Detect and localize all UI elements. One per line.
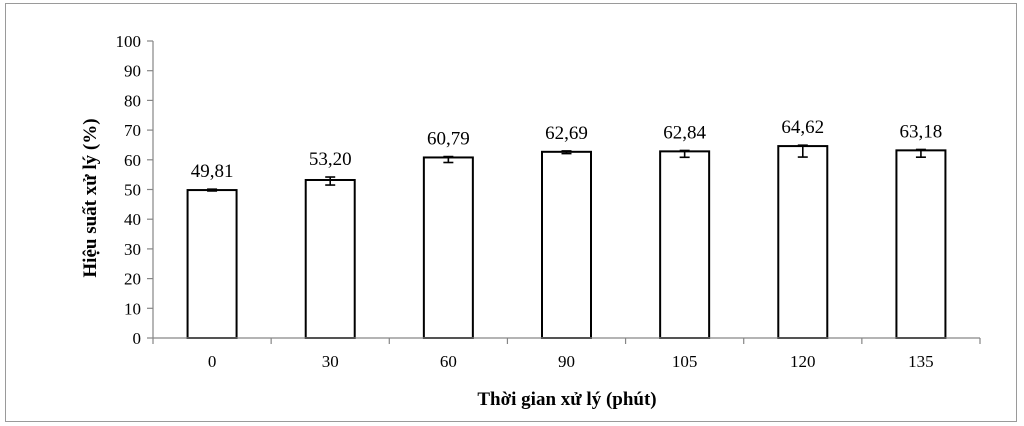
y-tick-label: 70 (124, 121, 141, 140)
y-tick-label: 40 (124, 210, 141, 229)
x-tick-label: 90 (558, 352, 575, 371)
y-tick-label: 60 (124, 151, 141, 170)
error-bar-135 (915, 148, 926, 158)
error-bar-0 (207, 188, 218, 192)
data-label: 62,69 (545, 123, 588, 144)
y-tick-label: 20 (124, 270, 141, 289)
bar-90 (541, 150, 592, 339)
y-axis-ticks: 0 10 20 30 40 50 60 70 80 90 100 (116, 32, 153, 348)
x-axis-ticks: 0 30 60 90 105 120 135 (152, 338, 981, 371)
bars (186, 145, 947, 339)
bar-60 (422, 156, 474, 339)
x-axis-title: Thời gian xử lý (phút) (477, 389, 656, 410)
y-tick-label: 100 (116, 32, 142, 51)
x-tick-label: 0 (208, 352, 217, 371)
y-tick-label: 0 (133, 329, 142, 348)
x-tick-label: 135 (908, 352, 934, 371)
bar-135 (895, 149, 947, 339)
error-bar-90 (561, 150, 572, 155)
data-labels: 49,81 53,20 60,79 62,69 62,84 64,62 63,18 (191, 117, 943, 182)
y-tick-label: 50 (124, 181, 141, 200)
y-tick-label: 30 (124, 240, 141, 259)
bar-0 (186, 189, 238, 339)
data-label: 53,20 (309, 149, 352, 170)
x-tick-label: 120 (790, 352, 816, 371)
error-bars (207, 144, 926, 192)
error-bar-105 (679, 149, 690, 159)
y-axis-title: Hiệu suất xử lý (%) (80, 118, 101, 277)
bar-30 (304, 178, 356, 339)
data-label: 64,62 (781, 117, 824, 138)
data-label: 62,84 (663, 122, 706, 143)
error-bar-120 (797, 144, 808, 158)
bar-120 (777, 145, 829, 339)
bar-105 (659, 150, 711, 339)
data-label: 49,81 (191, 161, 234, 182)
y-tick-label: 90 (124, 62, 141, 81)
chart-frame (5, 3, 1017, 422)
data-label: 63,18 (900, 121, 943, 142)
x-tick-label: 60 (440, 352, 457, 371)
y-tick-label: 10 (124, 299, 141, 318)
error-bar-60 (443, 155, 454, 164)
x-tick-label: 105 (672, 352, 698, 371)
y-tick-label: 80 (124, 91, 141, 110)
x-tick-label: 30 (322, 352, 339, 371)
error-bar-30 (325, 176, 336, 186)
data-label: 60,79 (427, 129, 470, 150)
